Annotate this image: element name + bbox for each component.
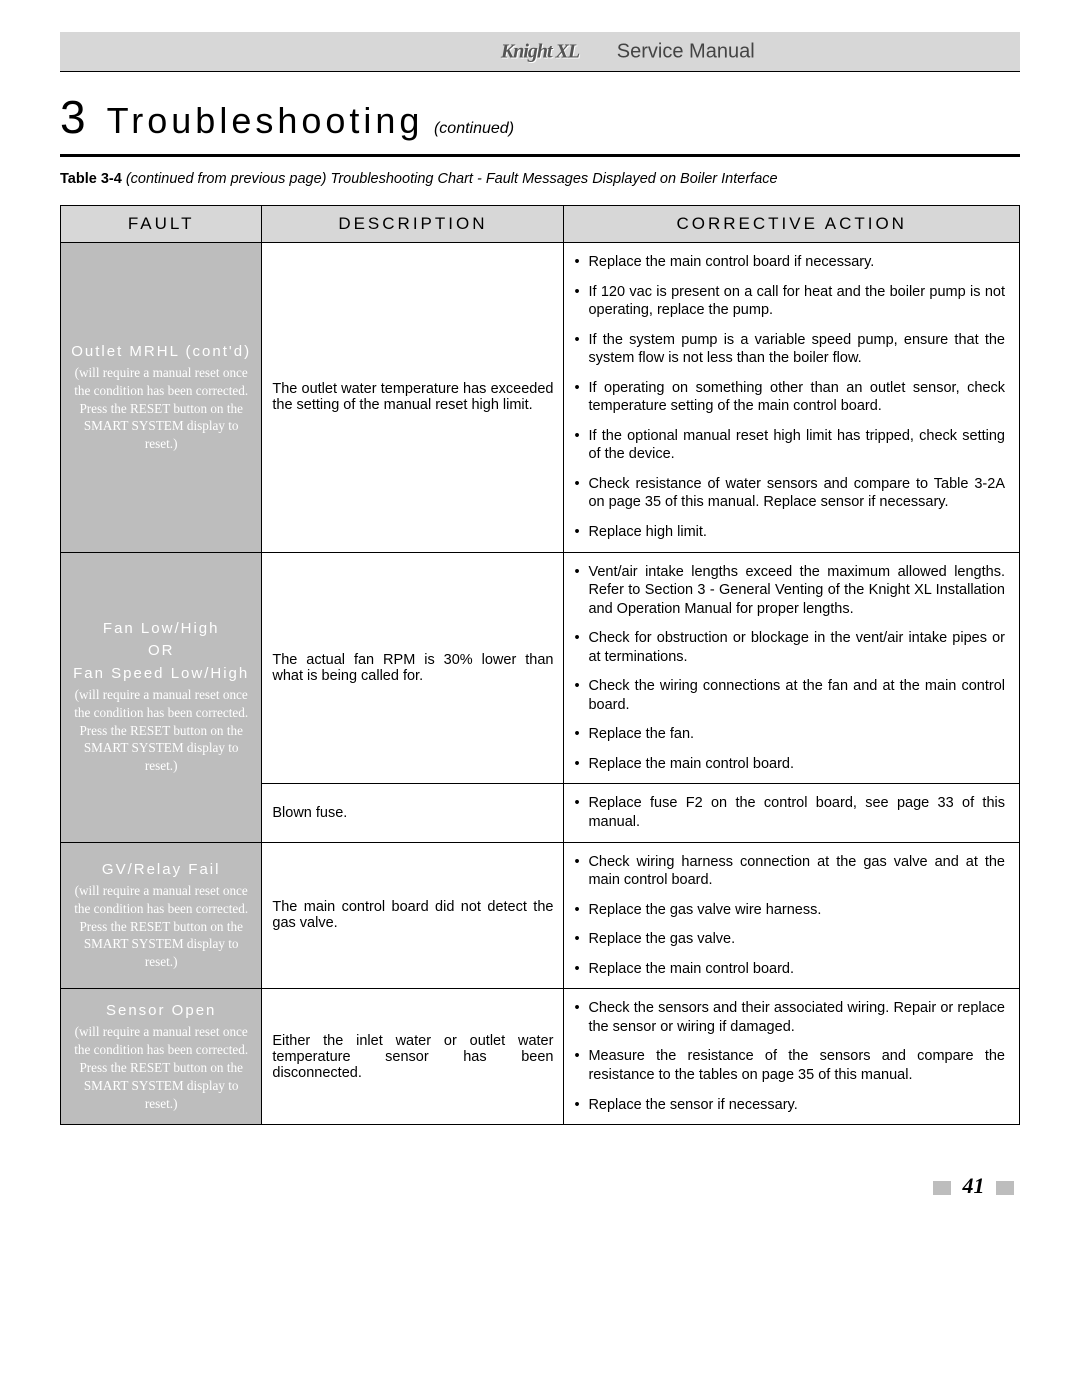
- fault-cell: Fan Low/High OR Fan Speed Low/High (will…: [61, 552, 262, 842]
- footer-box-icon: [933, 1181, 951, 1195]
- action-cell: Vent/air intake lengths exceed the maxim…: [564, 552, 1020, 784]
- fault-name: Outlet MRHL (cont'd): [67, 342, 255, 362]
- fault-reset-note: (will require a manual reset once the co…: [67, 882, 255, 971]
- section-heading: 3 Troubleshooting (continued): [60, 90, 1020, 144]
- action-list: Check the sensors and their associated w…: [574, 999, 1005, 1114]
- section-rule: [60, 154, 1020, 157]
- page-root: Knight XL Service Manual 3 Troubleshooti…: [0, 0, 1080, 1239]
- section-continued: (continued): [434, 120, 514, 137]
- brand-logo: Knight XL: [501, 40, 579, 63]
- action-item: Check wiring harness connection at the g…: [574, 853, 1005, 890]
- table-row: Fan Low/High OR Fan Speed Low/High (will…: [61, 552, 1020, 784]
- action-list: Vent/air intake lengths exceed the maxim…: [574, 563, 1005, 774]
- manual-title: Service Manual: [617, 40, 755, 63]
- col-action: CORRECTIVE ACTION: [564, 206, 1020, 243]
- troubleshooting-table: FAULT DESCRIPTION CORRECTIVE ACTION Outl…: [60, 205, 1020, 1125]
- action-item: Replace the gas valve wire harness.: [574, 901, 1005, 920]
- description-cell: The main control board did not detect th…: [262, 842, 564, 989]
- fault-reset-note: (will require a manual reset once the co…: [67, 686, 255, 775]
- action-item: Replace the main control board.: [574, 960, 1005, 979]
- caption-text: (continued from previous page) Troublesh…: [126, 171, 778, 187]
- fault-reset-note: (will require a manual reset once the co…: [67, 364, 255, 453]
- action-item: Measure the resistance of the sensors an…: [574, 1047, 1005, 1084]
- action-item: If operating on something other than an …: [574, 379, 1005, 416]
- description-cell: The outlet water temperature has exceede…: [262, 243, 564, 553]
- action-item: Replace high limit.: [574, 523, 1005, 542]
- fault-cell: GV/Relay Fail (will require a manual res…: [61, 842, 262, 989]
- table-row: GV/Relay Fail (will require a manual res…: [61, 842, 1020, 989]
- fault-name: Fan Low/High: [67, 619, 255, 639]
- action-list: Replace fuse F2 on the control board, se…: [574, 794, 1005, 831]
- action-item: Replace the gas valve.: [574, 930, 1005, 949]
- table-header-row: FAULT DESCRIPTION CORRECTIVE ACTION: [61, 206, 1020, 243]
- action-item: Replace the main control board if necess…: [574, 253, 1005, 272]
- caption-label: Table 3-4: [60, 171, 122, 187]
- page-number: 41: [963, 1173, 985, 1198]
- action-cell: Check wiring harness connection at the g…: [564, 842, 1020, 989]
- description-cell: Either the inlet water or outlet water t…: [262, 989, 564, 1125]
- action-item: Replace the main control board.: [574, 755, 1005, 774]
- page-footer: 41: [60, 1173, 1020, 1199]
- fault-cell: Outlet MRHL (cont'd) (will require a man…: [61, 243, 262, 553]
- action-item: Check for obstruction or blockage in the…: [574, 629, 1005, 666]
- table-caption: Table 3-4 (continued from previous page)…: [60, 171, 1020, 187]
- action-item: Replace the sensor if necessary.: [574, 1096, 1005, 1115]
- action-list: Check wiring harness connection at the g…: [574, 853, 1005, 979]
- action-item: If 120 vac is present on a call for heat…: [574, 283, 1005, 320]
- action-item: If the optional manual reset high limit …: [574, 427, 1005, 464]
- fault-name: OR: [67, 641, 255, 661]
- description-cell: Blown fuse.: [262, 784, 564, 842]
- description-cell: The actual fan RPM is 30% lower than wha…: [262, 552, 564, 784]
- action-item: Check the wiring connections at the fan …: [574, 677, 1005, 714]
- header-bar: Knight XL Service Manual: [60, 32, 1020, 72]
- fault-name: GV/Relay Fail: [67, 860, 255, 880]
- fault-cell: Sensor Open (will require a manual reset…: [61, 989, 262, 1125]
- col-fault: FAULT: [61, 206, 262, 243]
- action-cell: Replace the main control board if necess…: [564, 243, 1020, 553]
- action-cell: Check the sensors and their associated w…: [564, 989, 1020, 1125]
- section-title: Troubleshooting: [107, 100, 424, 141]
- action-item: If the system pump is a variable speed p…: [574, 331, 1005, 368]
- table-row: Sensor Open (will require a manual reset…: [61, 989, 1020, 1125]
- action-list: Replace the main control board if necess…: [574, 253, 1005, 542]
- fault-reset-note: (will require a manual reset once the co…: [67, 1023, 255, 1112]
- fault-name: Sensor Open: [67, 1001, 255, 1021]
- action-item: Replace fuse F2 on the control board, se…: [574, 794, 1005, 831]
- section-number: 3: [60, 91, 86, 143]
- col-description: DESCRIPTION: [262, 206, 564, 243]
- action-item: Check resistance of water sensors and co…: [574, 475, 1005, 512]
- fault-name: Fan Speed Low/High: [67, 664, 255, 684]
- action-cell: Replace fuse F2 on the control board, se…: [564, 784, 1020, 842]
- action-item: Vent/air intake lengths exceed the maxim…: [574, 563, 1005, 619]
- action-item: Replace the fan.: [574, 725, 1005, 744]
- table-row: Outlet MRHL (cont'd) (will require a man…: [61, 243, 1020, 553]
- footer-box-icon: [996, 1181, 1014, 1195]
- action-item: Check the sensors and their associated w…: [574, 999, 1005, 1036]
